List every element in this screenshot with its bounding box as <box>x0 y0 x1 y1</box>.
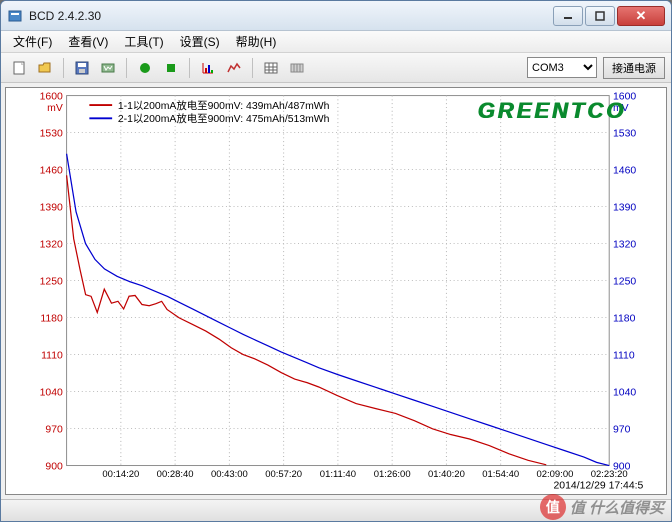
table-icon[interactable] <box>259 56 283 80</box>
chart-container: 1600160015301530146014601390139013201320… <box>1 83 671 499</box>
svg-text:1250: 1250 <box>613 276 636 287</box>
svg-text:01:26:00: 01:26:00 <box>374 469 411 480</box>
separator <box>189 58 190 78</box>
svg-text:01:54:40: 01:54:40 <box>482 469 519 480</box>
svg-text:01:11:40: 01:11:40 <box>320 469 356 480</box>
svg-text:1320: 1320 <box>40 239 63 250</box>
separator <box>63 58 64 78</box>
close-button[interactable]: ✕ <box>617 6 665 26</box>
svg-text:2-1以200mA放电至900mV: 475mAh/513m: 2-1以200mA放电至900mV: 475mAh/513mWh <box>118 112 330 125</box>
open-icon[interactable] <box>33 56 57 80</box>
menu-setting[interactable]: 设置(S) <box>172 31 228 52</box>
svg-text:1110: 1110 <box>41 350 63 361</box>
statusbar <box>1 499 671 521</box>
svg-text:1040: 1040 <box>40 387 63 398</box>
save-icon[interactable] <box>70 56 94 80</box>
svg-text:1530: 1530 <box>613 128 636 139</box>
separator <box>126 58 127 78</box>
chart2-icon[interactable] <box>222 56 246 80</box>
connect-button[interactable]: 接通电源 <box>603 57 665 79</box>
app-window: BCD 2.4.2.30 ✕ 文件(F) 查看(V) 工具(T) 设置(S) 帮… <box>0 0 672 522</box>
toolbar: COM3 接通电源 <box>1 53 671 83</box>
brand-logo: GREENTCO <box>477 98 626 124</box>
svg-text:1390: 1390 <box>40 202 63 213</box>
new-icon[interactable] <box>7 56 31 80</box>
svg-text:00:57:20: 00:57:20 <box>265 469 302 480</box>
svg-text:02:23:20: 02:23:20 <box>591 469 628 480</box>
menu-help[interactable]: 帮助(H) <box>228 31 285 52</box>
svg-text:00:43:00: 00:43:00 <box>211 469 248 480</box>
chart-svg: 1600160015301530146014601390139013201320… <box>6 88 666 494</box>
svg-text:1-1以200mA放电至900mV: 439mAh/487m: 1-1以200mA放电至900mV: 439mAh/487mWh <box>118 99 330 112</box>
svg-text:mV: mV <box>47 103 63 114</box>
svg-text:1250: 1250 <box>40 276 63 287</box>
svg-text:970: 970 <box>613 424 631 435</box>
app-icon <box>7 8 23 24</box>
svg-text:970: 970 <box>45 424 63 435</box>
svg-text:1390: 1390 <box>613 202 636 213</box>
chart1-icon[interactable] <box>196 56 220 80</box>
svg-text:1110: 1110 <box>613 350 635 361</box>
titlebar: BCD 2.4.2.30 ✕ <box>1 1 671 31</box>
svg-text:1460: 1460 <box>613 165 636 176</box>
svg-text:00:28:40: 00:28:40 <box>157 469 194 480</box>
chart: 1600160015301530146014601390139013201320… <box>5 87 667 495</box>
export-icon[interactable] <box>96 56 120 80</box>
svg-text:1180: 1180 <box>613 313 636 324</box>
svg-text:1040: 1040 <box>613 387 636 398</box>
window-controls: ✕ <box>553 6 665 26</box>
svg-text:01:40:20: 01:40:20 <box>428 469 465 480</box>
svg-text:00:14:20: 00:14:20 <box>102 469 139 480</box>
stop-icon[interactable] <box>159 56 183 80</box>
svg-text:1600: 1600 <box>40 91 63 102</box>
minimize-button[interactable] <box>553 6 583 26</box>
svg-text:1320: 1320 <box>613 239 636 250</box>
separator <box>252 58 253 78</box>
settings-icon[interactable] <box>285 56 309 80</box>
svg-text:1530: 1530 <box>40 128 63 139</box>
menubar: 文件(F) 查看(V) 工具(T) 设置(S) 帮助(H) <box>1 31 671 53</box>
menu-view[interactable]: 查看(V) <box>60 31 116 52</box>
svg-text:900: 900 <box>45 461 63 472</box>
maximize-button[interactable] <box>585 6 615 26</box>
svg-text:2014/12/29 17:44:5: 2014/12/29 17:44:5 <box>554 480 644 491</box>
window-title: BCD 2.4.2.30 <box>29 9 553 23</box>
com-port-select[interactable]: COM3 <box>527 57 597 78</box>
menu-file[interactable]: 文件(F) <box>5 31 60 52</box>
record-icon[interactable] <box>133 56 157 80</box>
svg-text:02:09:00: 02:09:00 <box>537 469 574 480</box>
svg-text:1460: 1460 <box>40 165 63 176</box>
svg-text:1180: 1180 <box>40 313 63 324</box>
menu-tool[interactable]: 工具(T) <box>116 31 171 52</box>
